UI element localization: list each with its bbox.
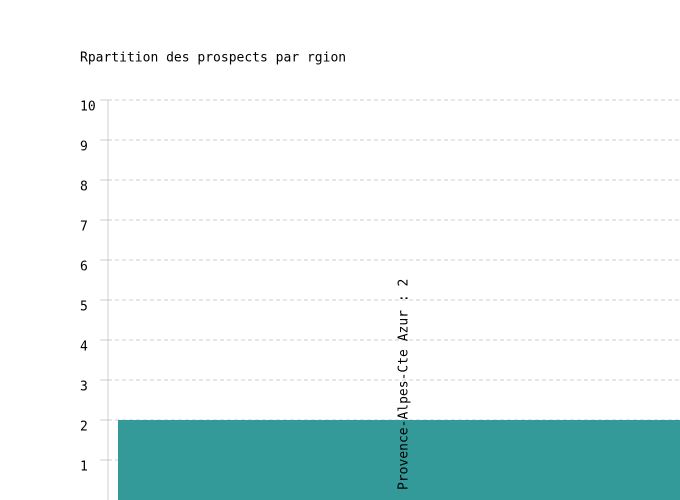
y-tick-label: 10: [80, 100, 96, 115]
chart-title: Rpartition des prospects par rgion: [80, 51, 346, 66]
y-tick-label: 1: [80, 460, 88, 475]
bar: [118, 420, 680, 500]
y-tick-label: 8: [80, 180, 88, 195]
y-tick-label: 6: [80, 260, 88, 275]
y-tick-label: 3: [80, 380, 88, 395]
y-tick-label: 9: [80, 140, 88, 155]
value-label: Provence-Alpes-Cte Azur : 2: [397, 279, 412, 490]
y-tick-label: 5: [80, 300, 88, 315]
y-tick-label: 4: [80, 340, 88, 355]
y-tick-label: 2: [80, 420, 88, 435]
y-tick-label: 7: [80, 220, 88, 235]
